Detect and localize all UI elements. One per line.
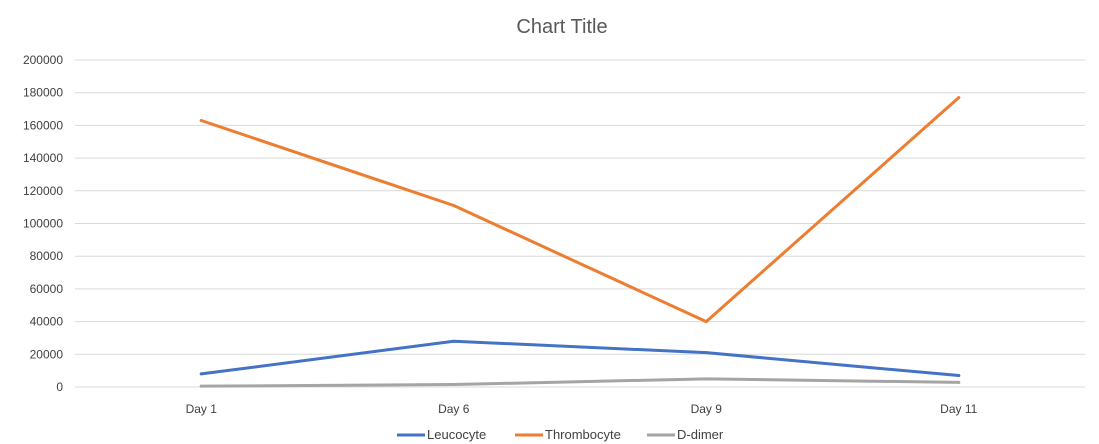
y-tick-label: 160000 bbox=[23, 118, 63, 132]
y-tick-label: 120000 bbox=[23, 184, 63, 198]
gridlines bbox=[75, 59, 1085, 388]
data-point-leucocyte bbox=[957, 374, 961, 378]
series-line-leucocyte bbox=[199, 339, 961, 378]
data-point-thrombocyte bbox=[199, 118, 203, 122]
data-point-thrombocyte bbox=[957, 96, 961, 100]
y-tick-label: 140000 bbox=[23, 151, 63, 165]
y-tick-label: 20000 bbox=[30, 347, 64, 361]
data-point-d-dimer bbox=[957, 380, 961, 384]
x-tick-label: Day 1 bbox=[186, 402, 218, 416]
y-tick-label: 100000 bbox=[23, 217, 63, 231]
data-point-d-dimer bbox=[452, 383, 456, 387]
legend-label-leucocyte: Leucocyte bbox=[427, 427, 486, 442]
y-axis-ticks: 0 20000 40000 60000 80000 100000 120000 140000 1… bbox=[23, 53, 63, 394]
x-tick-label: Day 6 bbox=[438, 402, 470, 416]
y-tick-label: 180000 bbox=[23, 86, 63, 100]
legend: Leucocyte Thrombocyte D-dimer bbox=[397, 427, 724, 442]
series-lines bbox=[199, 96, 961, 388]
data-point-d-dimer bbox=[199, 384, 203, 388]
y-tick-label: 0 bbox=[56, 380, 63, 394]
data-point-thrombocyte bbox=[704, 320, 708, 324]
y-tick-label: 200000 bbox=[23, 53, 63, 67]
y-tick-label: 80000 bbox=[30, 249, 64, 263]
legend-label-thrombocyte: Thrombocyte bbox=[545, 427, 621, 442]
data-point-leucocyte bbox=[452, 339, 456, 343]
series-line-thrombocyte bbox=[199, 96, 961, 324]
data-point-leucocyte bbox=[199, 372, 203, 376]
series-line-d-dimer bbox=[199, 377, 961, 388]
x-axis-ticks: Day 1 Day 6 Day 9 Day 11 bbox=[186, 402, 978, 416]
y-tick-label: 40000 bbox=[30, 315, 64, 329]
chart-title: Chart Title bbox=[516, 16, 607, 38]
x-tick-label: Day 11 bbox=[940, 402, 977, 416]
x-tick-label: Day 9 bbox=[691, 402, 723, 416]
y-tick-label: 60000 bbox=[30, 282, 64, 296]
data-point-thrombocyte bbox=[452, 204, 456, 208]
data-point-leucocyte bbox=[704, 351, 708, 355]
data-point-d-dimer bbox=[704, 377, 708, 381]
legend-label-d-dimer: D-dimer bbox=[677, 427, 724, 442]
